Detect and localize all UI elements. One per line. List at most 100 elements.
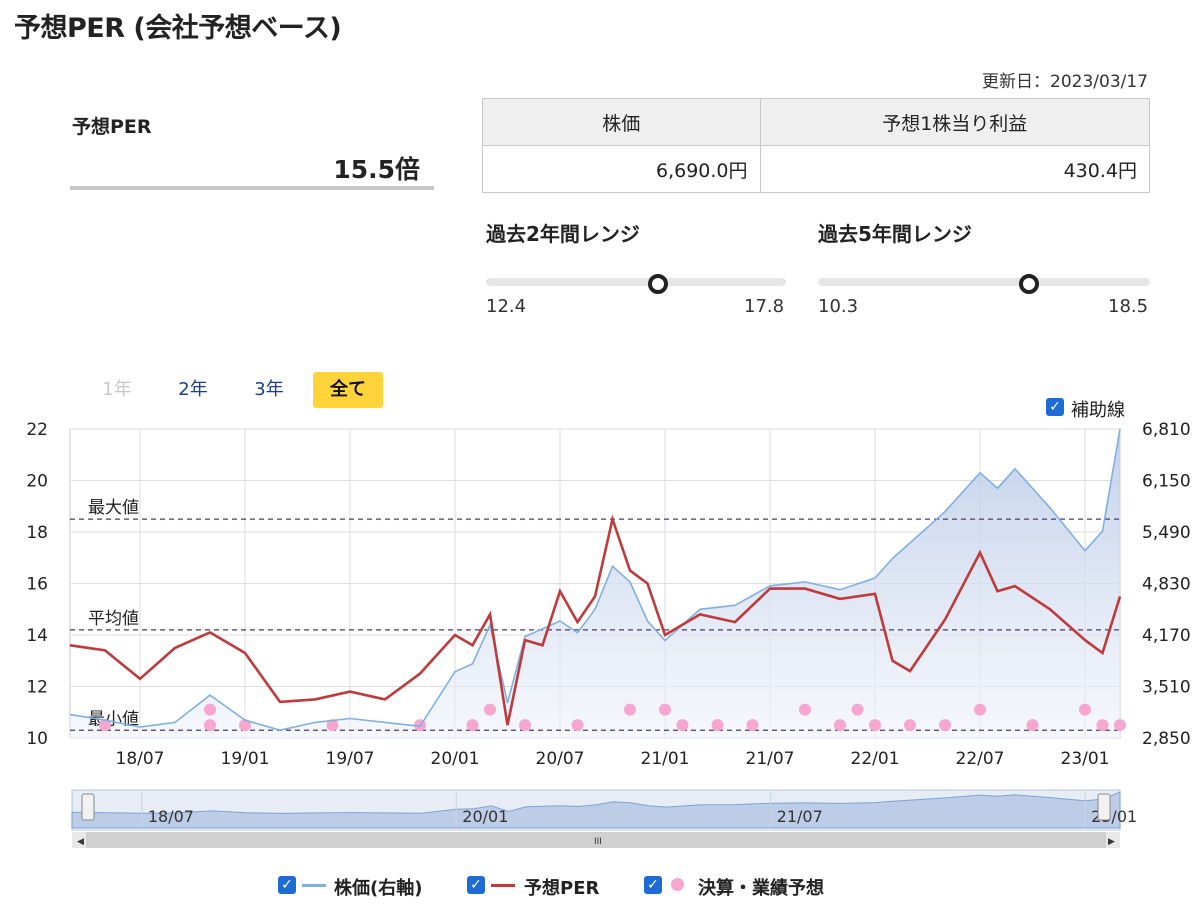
aux-lines-label: 補助線	[1071, 400, 1125, 421]
y-right-tick: 4,830	[1142, 575, 1191, 595]
y-right-tick: 6,150	[1142, 472, 1191, 492]
x-tick: 20/01	[431, 749, 480, 769]
reference-label: 平均値	[88, 609, 139, 629]
earnings-dot	[99, 719, 111, 732]
scroll-left-arrow: ◀	[77, 837, 84, 847]
earnings-dot	[711, 719, 724, 732]
earnings-dot	[834, 719, 846, 732]
price-area-layer	[70, 429, 1120, 738]
earnings-dot	[974, 703, 986, 716]
navigator-layer: 18/07 20/01 21/07 23/01	[71, 790, 1137, 829]
y-left-tick: 20	[26, 472, 48, 492]
legend-price-line	[302, 884, 326, 887]
price-area	[70, 429, 1120, 738]
x-tick: 20/07	[536, 749, 585, 769]
y-right-tick: 3,510	[1142, 678, 1191, 698]
earnings-dot	[676, 719, 689, 732]
legend-per-label: 予想PER	[524, 878, 600, 899]
earnings-dot	[326, 719, 339, 732]
per-label: 予想PER	[72, 116, 152, 138]
y-left-tick: 18	[26, 523, 48, 543]
x-tick: 23/01	[1061, 749, 1110, 769]
legend-price-label: 株価(右軸)	[334, 878, 423, 899]
reference-label: 最大値	[88, 498, 139, 518]
earnings-dot	[1026, 719, 1039, 732]
updated-date: 更新日：2023/03/17	[982, 72, 1148, 92]
legend-earnings-dot	[671, 878, 684, 891]
range-5y-knob	[1018, 274, 1039, 294]
y-left-tick: 12	[26, 678, 48, 698]
earnings-dots-layer	[99, 703, 1126, 732]
earnings-dot	[571, 719, 584, 732]
price-eps-table: 株価 予想1株当り利益 6,690.0円 430.4円	[482, 98, 1151, 193]
price-header: 株価	[482, 98, 761, 146]
x-tick: 22/01	[851, 749, 900, 769]
chart-navigator[interactable]: 18/07 20/01 21/07 23/01 ◀ ▶ III	[0, 788, 1200, 850]
eps-header: 予想1株当り利益	[759, 98, 1151, 146]
navigator-tick: 21/07	[777, 807, 823, 826]
range-5y-min: 10.3	[818, 296, 859, 317]
earnings-dot	[466, 719, 479, 732]
navigator-right-handle[interactable]	[1097, 793, 1111, 821]
earnings-dot	[904, 719, 916, 732]
x-tick: 21/07	[746, 749, 795, 769]
legend-per-line	[491, 884, 515, 887]
x-tick: 18/07	[116, 749, 165, 769]
range-5y-max: 18.5	[1108, 296, 1149, 317]
navigator-left-handle[interactable]	[81, 793, 95, 821]
earnings-dot	[659, 703, 671, 716]
navigator-tick: 18/07	[148, 807, 194, 826]
price-line	[69, 428, 1121, 732]
scrollbar-grip: III	[594, 837, 602, 847]
navigator-selection	[72, 790, 1120, 828]
period-1y-button[interactable]: 1年	[102, 379, 132, 400]
navigator-tick: 20/01	[462, 807, 508, 826]
range-5y-track	[818, 278, 1150, 286]
aux-lines-checkbox[interactable]: ✓	[1046, 398, 1064, 416]
range-2y-title: 過去2年間レンジ	[486, 222, 640, 246]
eps-value: 430.4円	[759, 145, 1151, 193]
series-lines-layer	[69, 428, 1122, 732]
earnings-dot	[939, 719, 951, 732]
earnings-dot	[1079, 703, 1091, 716]
range-2y-min: 12.4	[486, 296, 527, 317]
earnings-dot	[204, 703, 216, 716]
period-2y-button[interactable]: 2年	[178, 379, 208, 400]
range-2y-track	[486, 278, 786, 286]
y-right-tick: 6,810	[1142, 420, 1191, 440]
y-left-tick: 14	[26, 626, 48, 646]
earnings-dot	[851, 703, 864, 716]
x-tick: 19/01	[221, 749, 270, 769]
range-2y-max: 17.8	[744, 296, 785, 317]
x-tick: 22/07	[956, 749, 1005, 769]
y-left-tick: 16	[26, 575, 48, 595]
earnings-dot	[624, 703, 636, 716]
per-line	[69, 514, 1122, 726]
legend-earnings-label: 決算・業績予想	[698, 878, 824, 899]
price-value: 6,690.0円	[482, 145, 761, 193]
legend-per-checkbox[interactable]: ✓	[467, 876, 485, 894]
earnings-dot	[484, 703, 496, 716]
period-3y-button[interactable]: 3年	[254, 379, 284, 400]
navigator-scrollbar-thumb[interactable]	[86, 832, 1106, 848]
earnings-dot	[519, 719, 531, 732]
y-left-tick: 10	[26, 729, 48, 749]
earnings-dot	[799, 703, 811, 716]
y-right-tick: 5,490	[1142, 523, 1191, 543]
range-2y-knob	[648, 274, 669, 294]
y-left-tick: 22	[26, 420, 48, 440]
axis-labels-layer: 22 6,810 20 6,150 18 5,490 16 4,830 14 4,170 12 3,5…	[26, 420, 1190, 769]
y-right-tick: 4,170	[1142, 626, 1191, 646]
earnings-dot	[746, 719, 759, 732]
legend-earnings-checkbox[interactable]: ✓	[644, 876, 662, 894]
earnings-dot	[204, 719, 216, 732]
earnings-dot	[1096, 719, 1109, 732]
per-value: 15.5倍	[333, 155, 420, 184]
period-all-button[interactable]: 全て	[313, 372, 383, 408]
earnings-dot	[869, 719, 881, 732]
x-tick: 21/01	[641, 749, 690, 769]
earnings-dot	[1114, 719, 1126, 732]
legend-price-checkbox[interactable]: ✓	[278, 876, 296, 894]
page-title: 予想PER (会社予想ベース)	[14, 13, 342, 44]
